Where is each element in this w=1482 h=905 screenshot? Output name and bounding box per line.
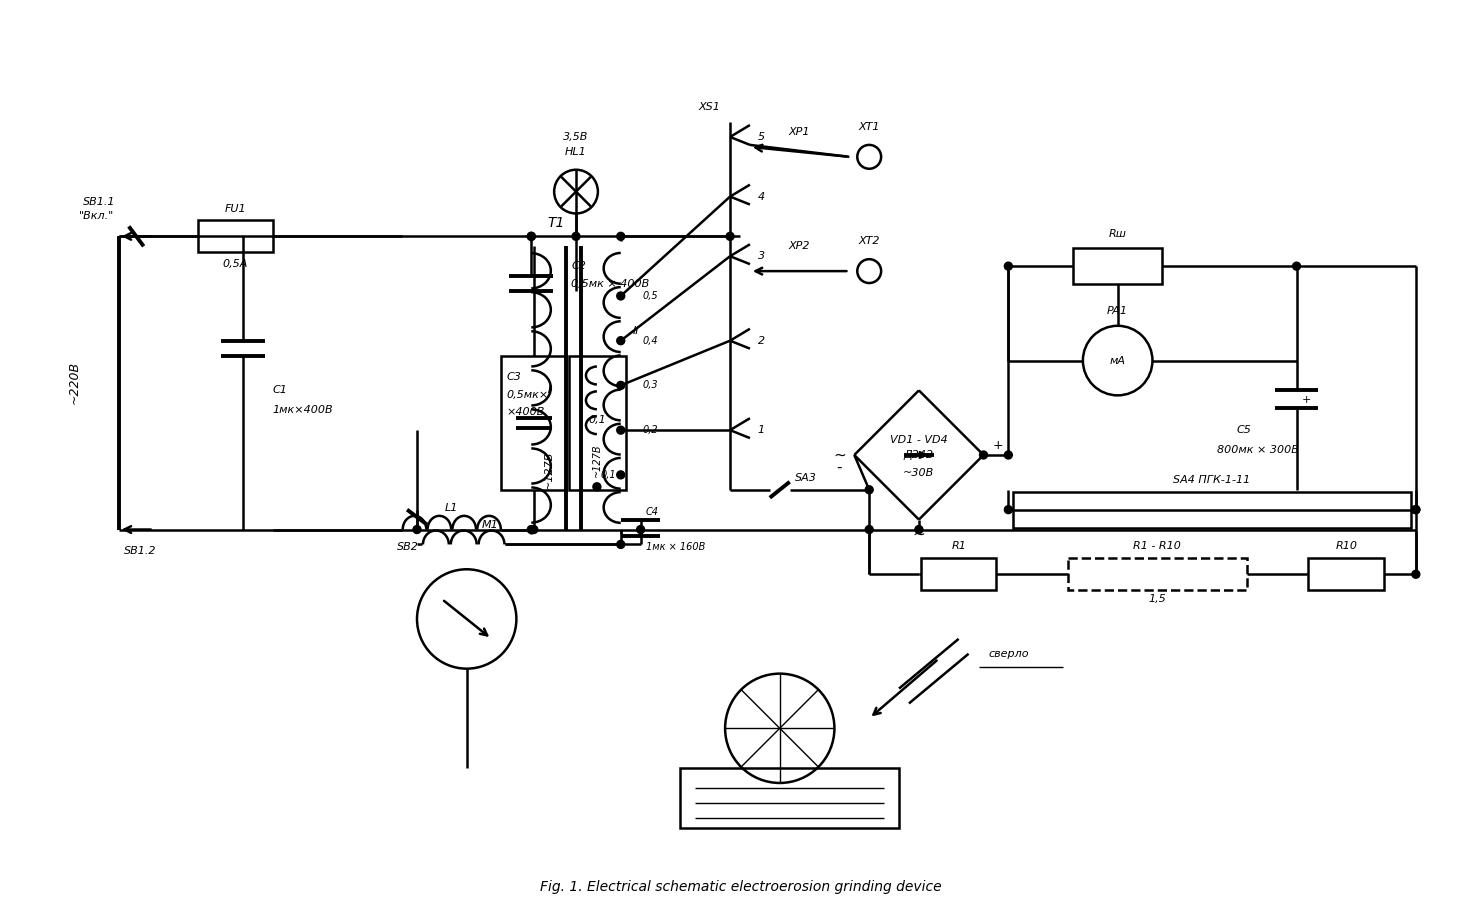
Text: T1: T1 <box>547 216 565 231</box>
Circle shape <box>572 233 579 241</box>
Circle shape <box>617 381 625 389</box>
Circle shape <box>1005 451 1012 459</box>
Text: 3,5В: 3,5В <box>563 132 588 142</box>
Text: VD1 - VD4: VD1 - VD4 <box>891 435 948 445</box>
Text: SA3: SA3 <box>794 472 817 483</box>
Text: HL1: HL1 <box>565 147 587 157</box>
Bar <box>569 356 625 490</box>
Circle shape <box>528 526 535 534</box>
Bar <box>501 356 566 490</box>
Circle shape <box>617 471 625 479</box>
Text: "Вкл.": "Вкл." <box>80 212 114 222</box>
Circle shape <box>980 451 987 459</box>
Circle shape <box>528 233 535 241</box>
Text: ХТ2: ХТ2 <box>858 236 880 246</box>
Circle shape <box>617 337 625 345</box>
Bar <box>1073 248 1162 284</box>
Bar <box>1014 491 1411 528</box>
Circle shape <box>914 526 923 534</box>
Text: I: I <box>547 386 551 395</box>
Text: Fig. 1. Electrical schematic electroerosion grinding device: Fig. 1. Electrical schematic electroeros… <box>539 881 943 894</box>
Text: мА: мА <box>1110 356 1126 366</box>
Text: ~220В: ~220В <box>68 361 80 405</box>
Text: -: - <box>837 460 842 474</box>
Text: +: + <box>993 439 1003 452</box>
Text: 0,3: 0,3 <box>643 380 658 390</box>
Text: 1: 1 <box>757 425 765 435</box>
Text: 4: 4 <box>757 192 765 202</box>
Text: II: II <box>633 326 639 336</box>
Circle shape <box>617 292 625 300</box>
Text: R1: R1 <box>951 541 966 551</box>
Circle shape <box>1005 506 1012 514</box>
Text: M1: M1 <box>482 519 498 529</box>
Text: R1 - R10: R1 - R10 <box>1134 541 1181 551</box>
Text: ~: ~ <box>833 447 846 462</box>
Bar <box>1069 558 1246 590</box>
Text: ~127В: ~127В <box>591 443 602 477</box>
Circle shape <box>617 540 625 548</box>
Circle shape <box>413 526 421 534</box>
Text: SB1.1: SB1.1 <box>83 196 116 206</box>
Circle shape <box>529 526 538 534</box>
Text: ХР2: ХР2 <box>788 242 811 252</box>
Text: ХР1: ХР1 <box>788 127 811 137</box>
Circle shape <box>865 526 873 534</box>
Text: C2: C2 <box>571 262 585 271</box>
Circle shape <box>865 486 873 494</box>
Text: 0,5мк × 400В: 0,5мк × 400В <box>571 279 649 289</box>
Text: C4: C4 <box>646 507 658 517</box>
Bar <box>199 221 273 252</box>
Text: 0,2: 0,2 <box>643 425 658 435</box>
Text: 0,1: 0,1 <box>600 470 617 480</box>
Text: I: I <box>547 386 551 395</box>
Text: 0,1: 0,1 <box>588 415 606 425</box>
Text: SB2: SB2 <box>397 542 419 552</box>
Circle shape <box>528 233 535 241</box>
Circle shape <box>593 482 600 491</box>
Bar <box>1309 558 1384 590</box>
Text: ХТ1: ХТ1 <box>858 122 880 132</box>
Text: C1: C1 <box>273 386 288 395</box>
Text: Rш: Rш <box>1109 229 1126 239</box>
Text: SA4 ПГК-1-11: SA4 ПГК-1-11 <box>1174 475 1251 485</box>
Text: 3: 3 <box>757 252 765 262</box>
Circle shape <box>617 233 625 241</box>
Circle shape <box>1005 262 1012 270</box>
Text: PA1: PA1 <box>1107 306 1128 316</box>
Text: Д242: Д242 <box>904 450 934 460</box>
Text: 0,5A: 0,5A <box>222 259 247 269</box>
Text: 1,5: 1,5 <box>1149 594 1166 605</box>
Text: сверло: сверло <box>988 649 1029 659</box>
Text: 5: 5 <box>757 132 765 142</box>
Text: 1мк×400В: 1мк×400В <box>273 405 333 415</box>
Text: 800мк × 300В: 800мк × 300В <box>1217 445 1298 455</box>
Text: FU1: FU1 <box>224 204 246 214</box>
Text: 0,4: 0,4 <box>643 336 658 346</box>
Circle shape <box>637 526 645 534</box>
Circle shape <box>617 426 625 434</box>
Text: C3: C3 <box>507 373 522 383</box>
Text: ×400В: ×400В <box>507 407 545 417</box>
Text: 1мк × 160В: 1мк × 160В <box>646 542 705 552</box>
Text: 2: 2 <box>757 336 765 346</box>
Text: ~30В: ~30В <box>903 468 935 478</box>
Text: ~127В: ~127В <box>544 451 554 489</box>
Text: R10: R10 <box>1335 541 1358 551</box>
Text: ~: ~ <box>913 527 925 542</box>
Circle shape <box>1412 570 1420 578</box>
Bar <box>920 558 996 590</box>
Circle shape <box>726 233 734 241</box>
Text: C5: C5 <box>1237 425 1252 435</box>
Text: 0,5мк×: 0,5мк× <box>507 390 548 400</box>
Bar <box>680 768 900 828</box>
Text: +: + <box>1301 395 1312 405</box>
Circle shape <box>1412 506 1420 514</box>
Text: XS1: XS1 <box>698 102 720 112</box>
Text: SB1.2: SB1.2 <box>124 547 156 557</box>
Circle shape <box>1412 506 1420 514</box>
Circle shape <box>1292 262 1301 270</box>
Text: 0,5: 0,5 <box>643 291 658 301</box>
Text: L1: L1 <box>445 502 458 512</box>
